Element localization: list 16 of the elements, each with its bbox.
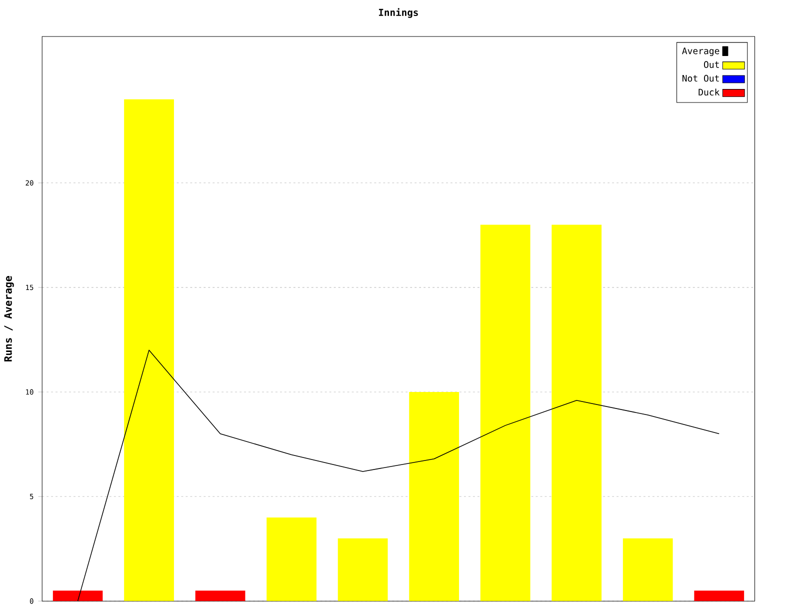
legend-label: Average — [682, 48, 720, 56]
y-axis-title: Runs / Average — [4, 276, 14, 362]
legend-label: Not Out — [682, 75, 719, 82]
chart-title: Innings — [378, 8, 418, 18]
legend-label: Duck — [698, 88, 720, 96]
legend-label: Out — [704, 61, 719, 68]
bar — [409, 392, 460, 602]
bar — [480, 224, 530, 602]
bar — [552, 224, 602, 602]
bar — [195, 590, 246, 602]
bar — [694, 590, 744, 602]
bar — [266, 518, 316, 602]
bar — [622, 538, 673, 602]
bar — [338, 538, 388, 602]
bar — [52, 590, 103, 602]
bar — [124, 100, 174, 602]
